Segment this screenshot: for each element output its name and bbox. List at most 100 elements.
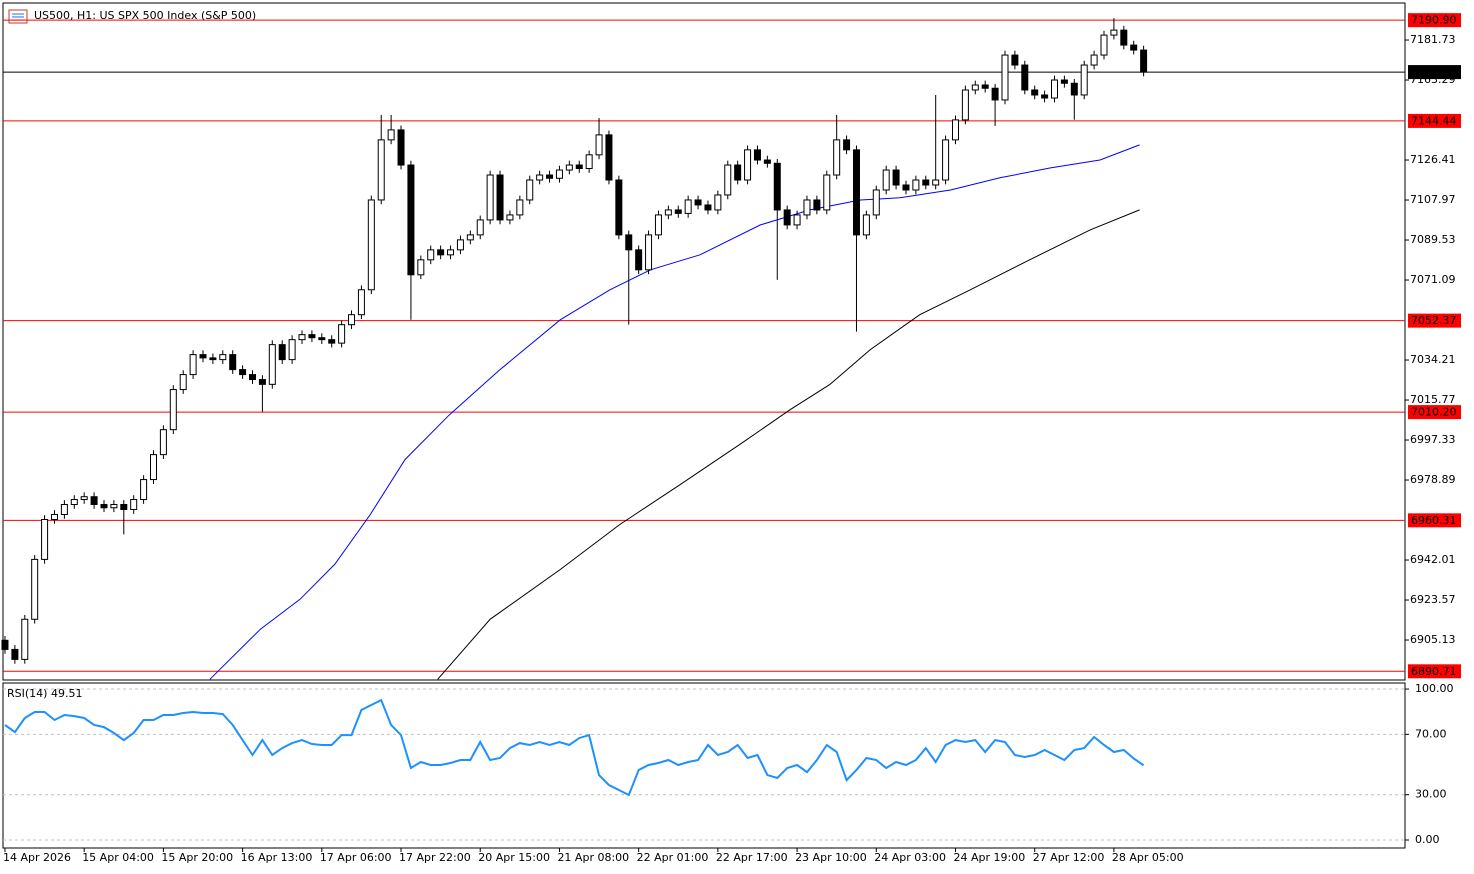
candle-body [585,154,593,170]
candle-body [149,454,157,481]
candle-body [308,334,316,339]
candle-body [595,134,603,156]
candle-body [971,84,979,91]
candle-body [823,174,831,211]
rsi-title: RSI(14) 49.51 [7,687,82,700]
x-tick-label: 16 Apr 13:00 [241,851,313,864]
level-label: 6960.31 [1411,514,1457,527]
candle-body [130,499,138,511]
candle-body [387,129,395,141]
candle-body [11,648,19,660]
candle-body [942,139,950,181]
candle-body [605,134,613,181]
candle-body [318,337,326,341]
candle-body [991,87,999,101]
y-tick-label: 6978.89 [1410,473,1456,486]
candle-body [1120,29,1128,46]
candle-body [664,209,672,216]
x-tick-label: 28 Apr 05:00 [1112,851,1184,864]
candle-body [199,354,207,359]
candle-body [536,174,544,181]
candle-body [427,249,435,261]
candle-body [843,139,851,151]
level-label-box [1408,513,1461,528]
rsi [3,688,1405,841]
candle-body [249,374,257,381]
candle-body [575,164,583,170]
candle-body [90,496,98,506]
level-label-box [1408,664,1461,679]
main-pane [2,2,1406,681]
candle-body [1110,29,1118,36]
x-tick-label: 14 Apr 2026 [3,851,71,864]
level-label-box [1408,405,1461,420]
candle-body [397,129,405,166]
x-tick-label: 22 Apr 01:00 [637,851,709,864]
candle-body [338,324,346,344]
candle-body [21,618,29,660]
candle-body [803,199,811,216]
symbol-icon [8,9,28,24]
candle-body [1140,49,1148,73]
candle-body [516,199,524,216]
level-label-box [1408,13,1461,28]
y-tick-label: 6997.33 [1410,433,1456,446]
candle-body [872,189,880,216]
candle-body [258,379,266,385]
x-tick-label: 15 Apr 04:00 [82,851,154,864]
candle-body [635,249,643,271]
candle-body [763,159,771,164]
candle-body [1001,54,1009,101]
candle-body [417,259,425,276]
y-tick-label: 70.00 [1415,727,1447,740]
candle-body [912,179,920,191]
y-tick-label: 7071.09 [1410,273,1456,286]
candle-body [753,149,761,161]
candle-body [179,374,187,391]
x-tick-label: 17 Apr 06:00 [320,851,392,864]
candle-body [654,214,662,236]
candle-body [724,164,732,196]
candle-body [892,169,900,186]
y-tick-label: 7034.21 [1410,353,1456,366]
candle-body [922,179,930,186]
candle-body [625,234,633,251]
candle-body [140,479,148,501]
candle-body [348,314,356,326]
level-label: 7144.44 [1411,114,1457,127]
candle-body [506,214,514,221]
candle-body [41,518,49,560]
chart-title: US500, H1: US SPX 500 Index (S&P 500) [34,9,256,22]
candle-body [169,389,177,431]
x-tick-label: 24 Apr 19:00 [953,851,1025,864]
candle-body [31,558,39,620]
candle-body [1041,94,1049,99]
y-tick-label: 6942.01 [1410,553,1456,566]
rsi-line [4,698,1145,797]
current-price-box [1408,65,1461,80]
candle-body [783,209,791,226]
y-tick-label: 6923.57 [1410,593,1456,606]
levels [3,19,1405,672]
candle-body [407,164,415,276]
candle-body [1060,79,1068,84]
candle-body [229,354,237,371]
candle-body [951,119,959,141]
candle-body [268,344,276,385]
candle-body [447,249,455,256]
candle-body [1051,79,1058,99]
candle-body [278,344,286,361]
candles [1,18,1148,664]
candle-body [684,199,692,214]
candle-body [239,369,247,376]
candle-body [357,289,365,316]
candle-body [1021,64,1029,91]
level-label: 7052.37 [1411,314,1457,327]
candle-body [466,234,474,241]
candle-body [476,219,484,236]
candle-body [80,496,88,501]
x-tick-label: 27 Apr 12:00 [1033,851,1105,864]
candle-body [744,149,752,181]
